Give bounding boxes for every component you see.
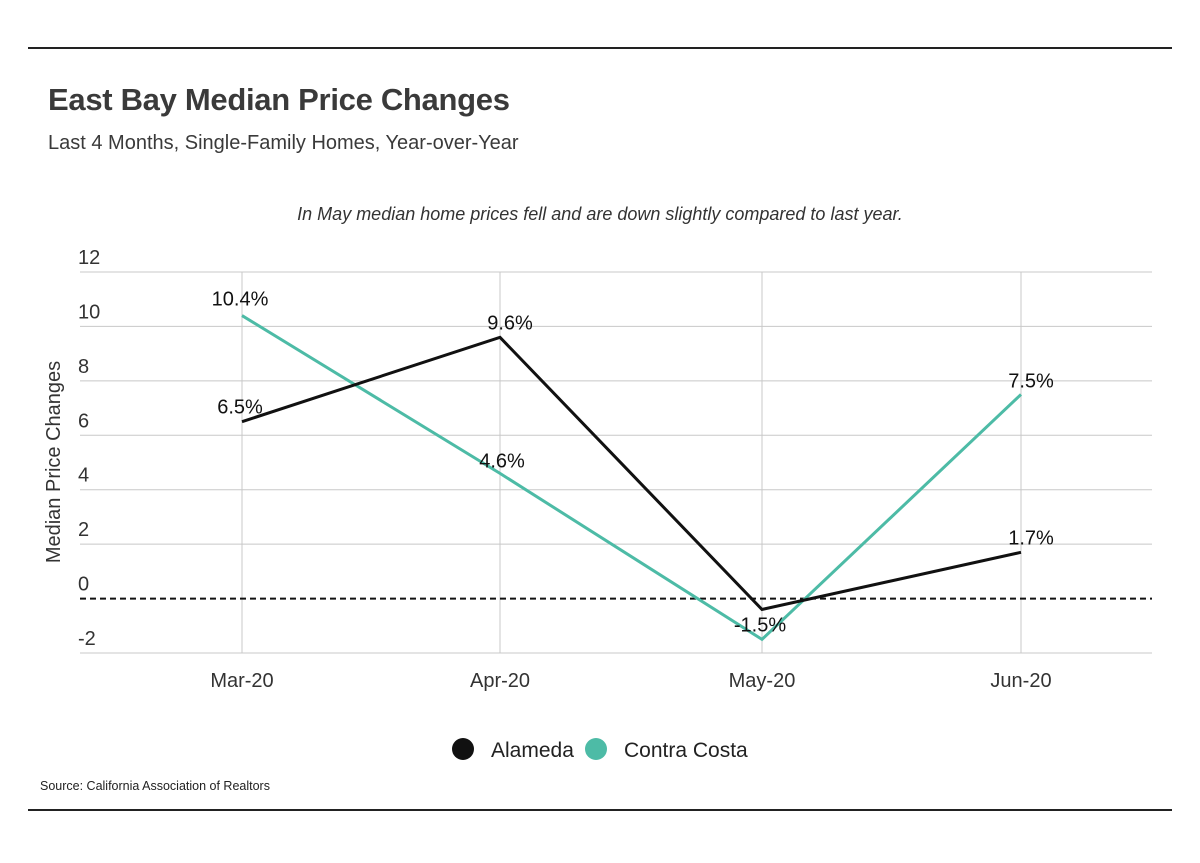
x-tick-label: May-20 bbox=[729, 670, 796, 692]
y-tick-label: 10 bbox=[78, 301, 100, 323]
source-note: Source: California Association of Realto… bbox=[40, 779, 270, 793]
chart-annotation: In May median home prices fell and are d… bbox=[297, 204, 903, 224]
y-tick-label: 12 bbox=[78, 247, 100, 269]
data-label: 1.7% bbox=[1008, 527, 1054, 549]
x-tick-label: Jun-20 bbox=[990, 670, 1051, 692]
y-tick-label: 8 bbox=[78, 356, 89, 378]
data-label: 7.5% bbox=[1008, 370, 1054, 392]
y-tick-label: 4 bbox=[78, 465, 89, 487]
legend-label: Alameda bbox=[491, 739, 574, 762]
x-tick-label: Apr-20 bbox=[470, 670, 530, 692]
series-line-alameda bbox=[241, 335, 1022, 612]
y-tick-label: 2 bbox=[78, 519, 89, 541]
y-tick-label: -2 bbox=[78, 628, 96, 650]
x-tick-label: Mar-20 bbox=[210, 670, 273, 692]
data-label: 9.6% bbox=[487, 312, 533, 334]
chart-title: East Bay Median Price Changes bbox=[48, 82, 510, 117]
top-rule bbox=[28, 47, 1172, 49]
y-axis-label: Median Price Changes bbox=[43, 361, 65, 563]
legend-marker bbox=[452, 738, 474, 760]
data-label: 10.4% bbox=[212, 289, 269, 311]
y-tick-label: 0 bbox=[78, 574, 89, 596]
series-line-contra-costa bbox=[241, 314, 1023, 642]
data-label: -1.5% bbox=[734, 614, 786, 636]
data-label: 4.6% bbox=[479, 450, 525, 472]
y-tick-label: 6 bbox=[78, 410, 89, 432]
chart-subtitle: Last 4 Months, Single-Family Homes, Year… bbox=[48, 132, 519, 154]
data-label: 6.5% bbox=[217, 397, 263, 419]
legend-label: Contra Costa bbox=[624, 739, 748, 762]
bottom-rule bbox=[28, 809, 1172, 811]
legend-marker bbox=[585, 738, 607, 760]
